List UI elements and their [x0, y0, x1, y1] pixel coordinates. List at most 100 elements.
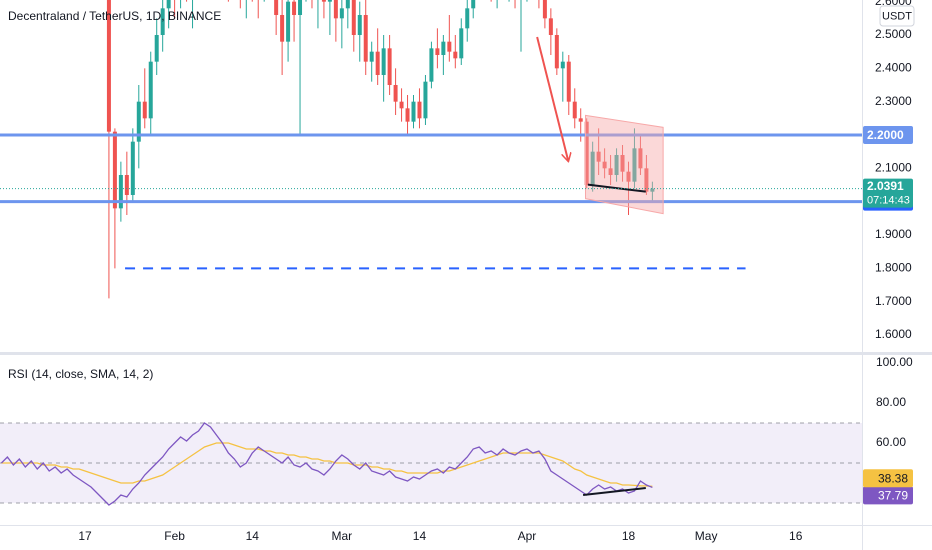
value-badge [863, 486, 913, 505]
x-tick-label: 17 [78, 529, 92, 543]
price-badge [863, 126, 913, 144]
candle-body [357, 15, 362, 35]
arrow [536, 36, 568, 161]
candle-body [453, 51, 458, 59]
candle-body [298, 0, 303, 15]
channel [584, 114, 664, 215]
countdown-text: 07:14:43 [867, 195, 910, 207]
candle-body [542, 0, 547, 19]
x-tick-label: 18 [622, 529, 636, 543]
candle-body [142, 101, 147, 119]
x-tick-label: May [695, 529, 718, 543]
candle-body [614, 155, 619, 175]
candle-body [339, 8, 344, 19]
rsi-band [0, 423, 862, 503]
candle-body [620, 155, 625, 172]
candle-body [626, 171, 631, 182]
candle-body [566, 61, 571, 102]
candle-body [578, 118, 583, 122]
candle-body [136, 101, 141, 142]
candle-body [118, 175, 123, 209]
x-tick-label: Feb [164, 529, 185, 543]
candle-body [441, 41, 446, 55]
candle-body [590, 151, 595, 185]
rsi-sma-line [1, 442, 653, 487]
candle-body [548, 18, 553, 35]
candle-body [130, 141, 135, 195]
trend-line [582, 487, 646, 496]
candle-body [602, 161, 607, 169]
x-tick-label: Mar [332, 529, 353, 543]
candle-body [471, 0, 476, 9]
candle-body [560, 61, 565, 69]
candle-body [435, 48, 440, 55]
candle-body [650, 188, 655, 192]
candle-body [280, 15, 285, 42]
candle-body [381, 48, 386, 75]
candle-body [369, 51, 374, 62]
candle-body [596, 151, 601, 162]
x-tick-label: 16 [789, 529, 803, 543]
candle-body [584, 121, 589, 185]
y-tick-label: 80.00 [876, 395, 906, 409]
candle-body [632, 148, 637, 182]
candle-body [292, 1, 297, 15]
candle-body [321, 0, 326, 2]
candle-body [160, 8, 165, 36]
candle-body [417, 101, 422, 119]
candle-body [411, 101, 416, 122]
candle-body [148, 61, 153, 119]
price-badge-text: 2.2000 [867, 128, 904, 142]
y-tick-label: 2.3000 [875, 94, 912, 108]
value-badge-text: 37.79 [878, 489, 908, 503]
y-tick-label: 2.1000 [875, 161, 912, 175]
candle-body [399, 101, 404, 109]
value-badge [863, 469, 913, 488]
last-price-text: 2.0391 [867, 179, 904, 193]
candle-body [106, 0, 111, 132]
rsi-pane [0, 422, 862, 506]
price-pane [0, 0, 862, 299]
overlay: 1.6000 1.7000 1.8000 1.9000 2.1000 2.3000 2.40… [78, 0, 913, 543]
rsi-title: RSI (14, close, SMA, 14, 2) [8, 367, 153, 381]
candle-body [608, 168, 613, 175]
y-tick-label: 1.7000 [875, 294, 912, 308]
candle-body [572, 101, 577, 119]
candle-body [465, 8, 470, 29]
y-tick-label: 100.00 [876, 355, 913, 369]
trend-line [587, 183, 646, 193]
candle-body [112, 131, 117, 209]
candle-body [638, 148, 643, 169]
x-tick-label: Apr [518, 529, 537, 543]
y-tick-label: 60.00 [876, 435, 906, 449]
candle-body [405, 108, 410, 122]
y-tick-label: 2.6000 [875, 0, 912, 8]
candle-body [274, 0, 279, 15]
last-price-badge [863, 178, 913, 208]
candle-body [351, 0, 356, 35]
candle-body [447, 41, 452, 52]
candle-body [387, 48, 392, 85]
candle-body [333, 0, 338, 19]
unit-badge[interactable] [879, 5, 915, 27]
y-tick-label: 2.4000 [875, 61, 912, 75]
y-tick-label: 2.5000 [875, 27, 912, 41]
value-badge-text: 38.38 [878, 471, 908, 485]
y-tick-label: 1.6000 [875, 327, 912, 341]
candle-body [644, 168, 649, 192]
x-tick-label: 14 [413, 529, 427, 543]
x-tick-label: 14 [246, 529, 260, 543]
candle-body [286, 1, 291, 42]
rsi-line [0, 422, 653, 506]
candle-body [166, 0, 171, 9]
candle-body [554, 35, 559, 69]
candle-body [124, 175, 129, 195]
y-tick-label: 1.8000 [875, 261, 912, 275]
candle-body [363, 15, 368, 62]
candle-body [459, 28, 464, 59]
candle-body [375, 51, 380, 75]
unit-badge-text: USDT [882, 10, 912, 22]
candle-body [345, 0, 350, 9]
